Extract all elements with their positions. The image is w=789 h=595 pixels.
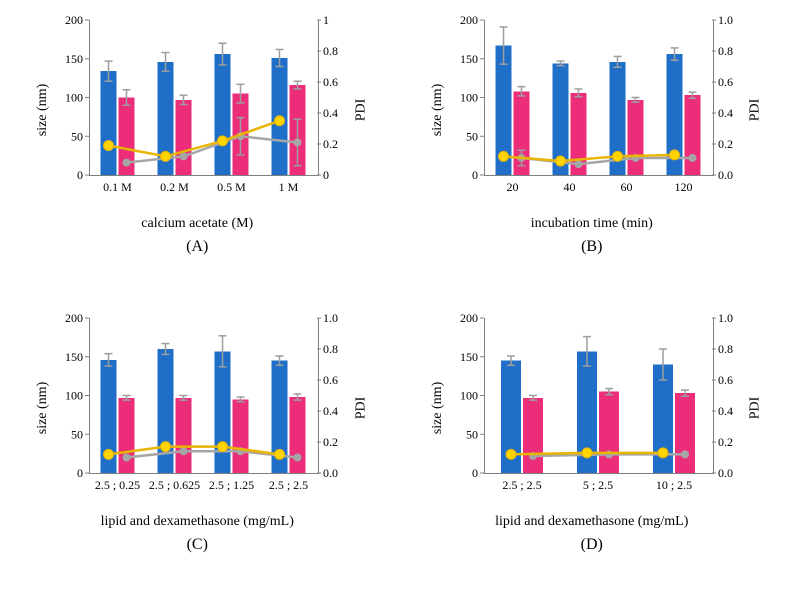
svg-text:150: 150 <box>460 52 478 66</box>
svg-text:200: 200 <box>460 13 478 27</box>
svg-text:0.6: 0.6 <box>323 75 338 89</box>
svg-text:0.4: 0.4 <box>718 404 733 418</box>
svg-text:0: 0 <box>323 168 329 182</box>
caption-b: (B) <box>581 238 602 256</box>
svg-text:0.0: 0.0 <box>718 466 733 480</box>
svg-text:0.1 M: 0.1 M <box>103 180 132 194</box>
x-title-c: lipid and dexamethasone (mg/mL) <box>101 514 294 530</box>
svg-text:2.5 ; 1.25: 2.5 ; 1.25 <box>209 478 254 492</box>
svg-text:50: 50 <box>466 129 478 143</box>
svg-text:0.0: 0.0 <box>323 466 338 480</box>
caption-c: (C) <box>187 536 208 554</box>
svg-text:0: 0 <box>77 466 83 480</box>
svg-text:60: 60 <box>620 180 632 194</box>
svg-text:0.0: 0.0 <box>718 168 733 182</box>
svg-text:0.2: 0.2 <box>323 435 338 449</box>
svg-text:0.8: 0.8 <box>718 44 733 58</box>
caption-a: (A) <box>186 238 208 256</box>
x-title-d: lipid and dexamethasone (mg/mL) <box>495 514 688 530</box>
svg-text:0.8: 0.8 <box>718 342 733 356</box>
svg-text:0.4: 0.4 <box>323 106 338 120</box>
svg-text:120: 120 <box>674 180 692 194</box>
svg-text:50: 50 <box>71 427 83 441</box>
chart-svg-d: 0 50 100 150 200 0.0 0.2 0.4 0.6 0.8 1.0 2.5 ; 2.5 5… <box>442 308 752 508</box>
svg-text:0: 0 <box>472 168 478 182</box>
svg-text:0.2: 0.2 <box>718 137 733 151</box>
svg-text:0.4: 0.4 <box>718 106 733 120</box>
svg-text:1: 1 <box>323 13 329 27</box>
svg-text:0.2 M: 0.2 M <box>160 180 189 194</box>
svg-text:200: 200 <box>65 13 83 27</box>
chart-b: size (nm) PDI 0501001502000.00.20.40.60.… <box>442 10 752 210</box>
svg-text:1.0: 1.0 <box>718 311 733 325</box>
svg-text:40: 40 <box>563 180 575 194</box>
svg-text:100: 100 <box>460 91 478 105</box>
chart-svg-a: 0 50 100 150 200 0 0.2 0.4 0.6 0.8 1 0.1 M 0.2 M 0.5 … <box>47 10 357 210</box>
svg-text:150: 150 <box>65 349 83 363</box>
svg-text:200: 200 <box>460 311 478 325</box>
svg-text:10 ; 2.5: 10 ; 2.5 <box>656 478 692 492</box>
svg-text:2.5 ; 2.5: 2.5 ; 2.5 <box>269 478 308 492</box>
svg-text:1.0: 1.0 <box>323 311 338 325</box>
svg-text:100: 100 <box>460 388 478 402</box>
svg-text:0.2: 0.2 <box>718 435 733 449</box>
svg-text:150: 150 <box>65 52 83 66</box>
svg-text:2.5 ; 2.5: 2.5 ; 2.5 <box>502 478 541 492</box>
svg-text:50: 50 <box>71 129 83 143</box>
svg-text:0: 0 <box>472 466 478 480</box>
svg-text:0.2: 0.2 <box>323 137 338 151</box>
panel-b: size (nm) PDI 0501001502000.00.20.40.60.… <box>395 0 789 298</box>
svg-text:0.5 M: 0.5 M <box>217 180 246 194</box>
svg-text:5 ; 2.5: 5 ; 2.5 <box>583 478 613 492</box>
x-title-a: calcium acetate (M) <box>141 216 253 232</box>
svg-text:50: 50 <box>466 427 478 441</box>
caption-d: (D) <box>581 536 603 554</box>
svg-text:0.6: 0.6 <box>323 373 338 387</box>
svg-text:0.8: 0.8 <box>323 342 338 356</box>
chart-svg-b: 0 50 100 150 200 0.0 0.2 0.4 0.6 0.8 1.0 20 40 60 120 <box>442 10 752 210</box>
svg-text:0.8: 0.8 <box>323 44 338 58</box>
svg-text:0.4: 0.4 <box>323 404 338 418</box>
svg-text:20: 20 <box>506 180 518 194</box>
svg-text:100: 100 <box>65 91 83 105</box>
svg-text:1.0: 1.0 <box>718 13 733 27</box>
panel-d: size (nm) PDI 0501001502000.00.20.40.60.… <box>395 298 789 595</box>
svg-text:0: 0 <box>77 168 83 182</box>
chart-c: size (nm) PDI 0501001502000.00.20.40.60.… <box>47 308 357 508</box>
panel-a: size (nm) PDI 05010015020000.20.40.60.81… <box>0 0 395 298</box>
x-title-b: incubation time (min) <box>531 216 653 232</box>
chart-svg-c: 0 50 100 150 200 0.0 0.2 0.4 0.6 0.8 1.0 2.5 ; 0.25… <box>47 308 357 508</box>
chart-a: size (nm) PDI 05010015020000.20.40.60.81… <box>47 10 357 210</box>
svg-text:2.5 ; 0.625: 2.5 ; 0.625 <box>149 478 200 492</box>
svg-text:150: 150 <box>460 349 478 363</box>
chart-d: size (nm) PDI 0501001502000.00.20.40.60.… <box>442 308 752 508</box>
panel-c: size (nm) PDI 0501001502000.00.20.40.60.… <box>0 298 395 595</box>
svg-text:1 M: 1 M <box>279 180 299 194</box>
svg-text:2.5 ; 0.25: 2.5 ; 0.25 <box>95 478 140 492</box>
svg-text:100: 100 <box>65 388 83 402</box>
chart-grid: size (nm) PDI 05010015020000.20.40.60.81… <box>0 0 789 595</box>
svg-text:200: 200 <box>65 311 83 325</box>
svg-text:0.6: 0.6 <box>718 75 733 89</box>
svg-text:0.6: 0.6 <box>718 373 733 387</box>
